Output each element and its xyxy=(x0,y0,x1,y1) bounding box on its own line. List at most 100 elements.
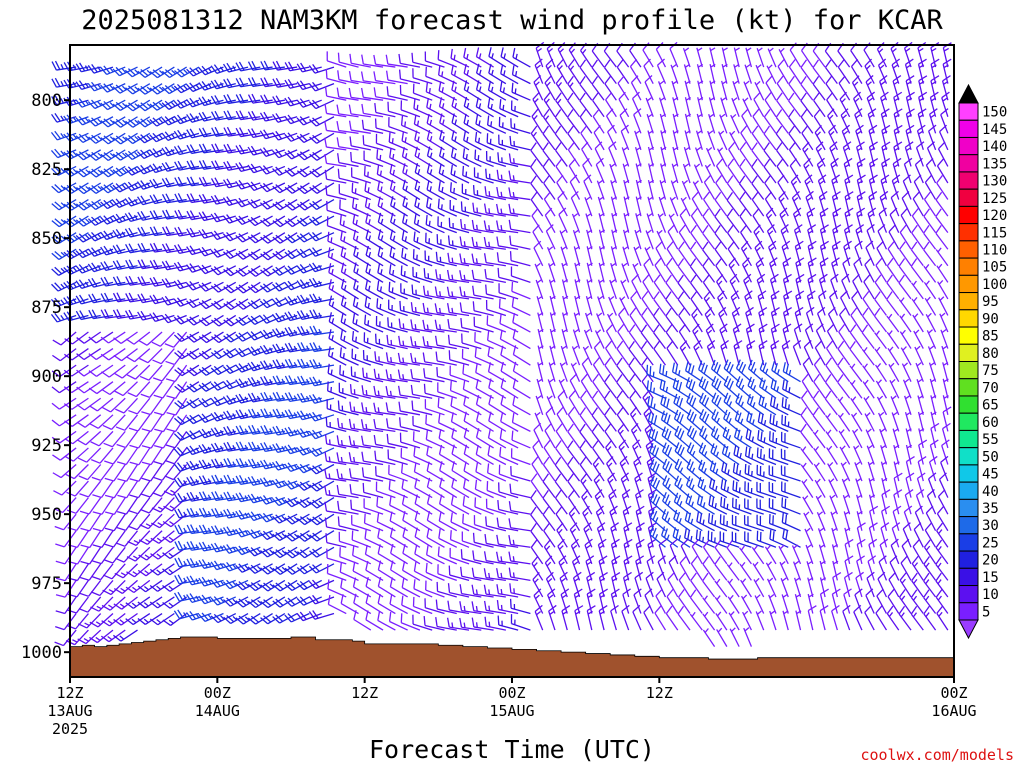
colorbar-cell-115 xyxy=(958,223,979,242)
wind-barb-535 xyxy=(235,378,261,389)
wind-barb-807 xyxy=(339,365,359,383)
wind-barb-131 xyxy=(92,497,114,515)
wind-barb-1355 xyxy=(543,175,556,200)
wind-barb-2092 xyxy=(802,141,814,167)
wind-barb-474 xyxy=(211,491,236,502)
wind-barb-1919 xyxy=(738,191,752,217)
wind-barb-2210 xyxy=(837,357,851,383)
wind-barb-2383 xyxy=(899,329,912,349)
wind-barb-1584 xyxy=(621,488,631,515)
wind-barb-309 xyxy=(149,579,175,592)
wind-barb-2280 xyxy=(862,363,875,383)
wind-barb-260 xyxy=(138,331,163,346)
wind-barb-863 xyxy=(363,150,384,168)
wind-barb-1229 xyxy=(488,411,507,432)
wind-barb-646 xyxy=(272,530,298,542)
wind-barb-1898 xyxy=(721,444,740,466)
wind-barb-157 xyxy=(100,348,126,361)
wind-barb-2145 xyxy=(813,446,826,465)
wind-barb-1960 xyxy=(756,273,766,300)
wind-barb-897 xyxy=(375,133,396,151)
wind-barb-23 xyxy=(52,447,77,461)
wind-barb-566 xyxy=(247,331,273,341)
wind-barb-1616 xyxy=(632,439,642,465)
wind-barb-1033 xyxy=(425,66,445,85)
wind-barb-1578 xyxy=(616,390,630,416)
wind-barb-267 xyxy=(141,447,163,466)
wind-barb-296 xyxy=(152,364,175,382)
wind-barb-520 xyxy=(235,127,261,138)
wind-barb-698 xyxy=(296,263,322,274)
wind-barb-1038 xyxy=(426,146,445,167)
wind-barb-1459 xyxy=(582,157,593,184)
wind-barb-1890 xyxy=(731,306,741,333)
wind-barb-745 xyxy=(309,480,335,492)
wind-barb-881 xyxy=(361,451,384,466)
wind-barb-2122 xyxy=(812,59,826,85)
wind-barb-1198 xyxy=(474,479,494,499)
wind-barb-928 xyxy=(385,70,408,85)
wind-barb-958 xyxy=(389,560,408,581)
wind-barb-998 xyxy=(412,68,433,85)
wind-barb-475 xyxy=(211,507,236,518)
wind-barb-1088 xyxy=(437,397,457,416)
wind-barb-318 xyxy=(161,161,187,172)
wind-barb-994 xyxy=(401,578,421,598)
wind-barb-648 xyxy=(272,563,298,575)
wind-barb-297 xyxy=(153,381,175,399)
wind-barb-184 xyxy=(112,213,138,224)
wind-barb-1749 xyxy=(678,323,691,349)
wind-barb-2112 xyxy=(801,478,814,498)
wind-barb-253 xyxy=(137,210,163,221)
wind-barb-107 xyxy=(87,99,114,110)
wind-barb-1570 xyxy=(621,262,630,283)
wind-barb-374 xyxy=(174,524,200,535)
wind-barb-1184 xyxy=(471,253,494,267)
wind-barb-117 xyxy=(87,262,114,273)
wind-barb-258 xyxy=(137,293,163,304)
wind-barb-360 xyxy=(173,297,200,307)
wind-barb-465 xyxy=(210,348,237,360)
wind-barb-737 xyxy=(309,342,335,353)
colorbar-cell-50 xyxy=(958,447,979,466)
wind-barb-907 xyxy=(376,298,396,317)
wind-barb-1493 xyxy=(594,141,605,167)
wind-barb-803 xyxy=(340,295,359,317)
wind-barb-951 xyxy=(387,449,408,466)
wind-barb-51 xyxy=(64,331,89,345)
wind-barb-88 xyxy=(76,364,102,377)
wind-barb-1592 xyxy=(629,42,642,68)
wind-barb-304 xyxy=(151,497,175,513)
wind-barb-793 xyxy=(336,137,359,151)
wind-barb-1129 xyxy=(450,495,470,515)
wind-barb-471 xyxy=(210,442,236,453)
wind-barb-1264 xyxy=(500,412,519,432)
wind-barb-2088 xyxy=(800,76,814,101)
wind-barb-629 xyxy=(272,248,298,260)
wind-barb-521 xyxy=(235,144,261,155)
wind-barb-1943 xyxy=(740,594,752,614)
wind-barb-2127 xyxy=(815,141,826,167)
wind-barb-777 xyxy=(324,434,347,449)
wind-barb-764 xyxy=(326,216,347,234)
wind-barb-208 xyxy=(113,612,138,626)
wind-barb-749 xyxy=(309,546,335,558)
wind-barb-1940 xyxy=(738,545,752,565)
wind-barb-2034 xyxy=(781,339,791,366)
wind-barb-1241 xyxy=(484,616,506,631)
wind-barb-291 xyxy=(149,276,175,287)
wind-barb-125 xyxy=(89,397,114,412)
x-tick-label-36-0: 00Z xyxy=(940,684,967,702)
wind-barb-2352 xyxy=(890,395,900,416)
wind-barb-1978 xyxy=(753,577,765,598)
wind-barb-1048 xyxy=(422,319,445,333)
wind-barb-106 xyxy=(87,81,114,92)
wind-barb-1610 xyxy=(628,340,642,366)
wind-barb-2026 xyxy=(779,207,789,233)
wind-barb-2218 xyxy=(842,494,851,515)
x-tick-label-6-0: 00Z xyxy=(204,684,231,702)
wind-barb-263 xyxy=(140,381,163,399)
wind-barb-1680 xyxy=(653,340,667,366)
wind-barb-633 xyxy=(271,312,298,323)
x-axis-label: Forecast Time (UTC) xyxy=(369,735,655,764)
